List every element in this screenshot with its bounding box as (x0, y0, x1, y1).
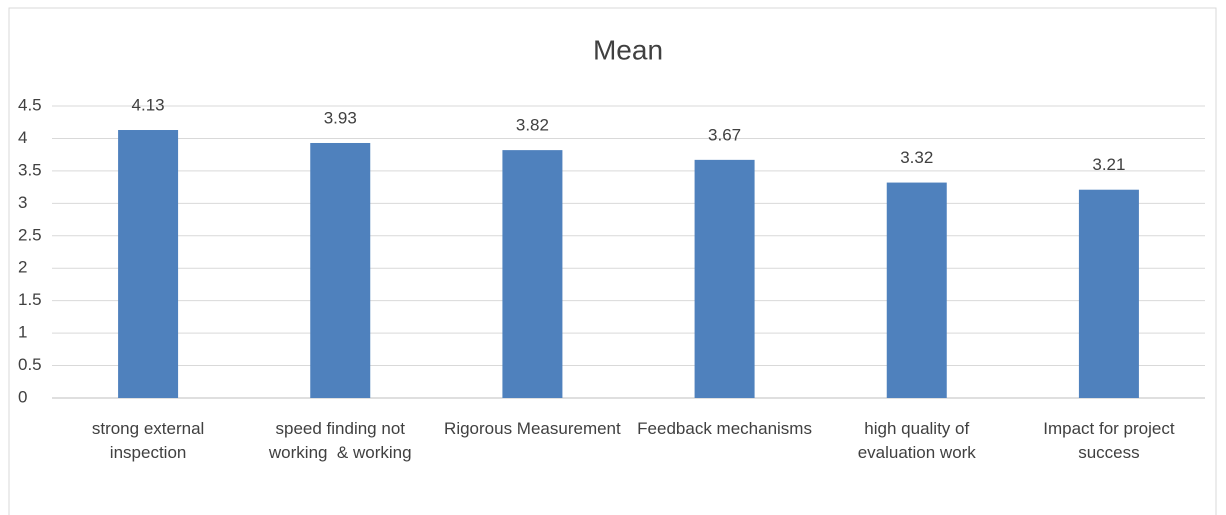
x-tick-label: Rigorous Measurement (444, 419, 621, 438)
bar (694, 159, 755, 398)
data-label: 3.67 (708, 125, 741, 144)
y-tick-label: 0.5 (18, 355, 42, 374)
x-tick-label: speed finding not working & working (268, 419, 412, 462)
y-tick-label: 2 (18, 258, 27, 277)
x-tick-label: high quality of evaluation work (857, 419, 976, 462)
y-tick-label: 3 (18, 193, 27, 212)
bar (1078, 189, 1139, 398)
y-tick-label: 1.5 (18, 290, 42, 309)
bar (310, 142, 371, 398)
data-label: 4.13 (132, 95, 165, 114)
y-tick-label: 0 (18, 387, 27, 406)
y-tick-label: 4 (18, 128, 27, 147)
data-label: 3.32 (900, 148, 933, 167)
chart-border (8, 7, 1217, 515)
bar (118, 130, 179, 398)
x-tick-label: Impact for project success (1043, 419, 1180, 462)
chart-title: Mean (593, 34, 663, 65)
data-label: 3.82 (516, 116, 549, 135)
y-tick-label: 3.5 (18, 160, 42, 179)
data-label: 3.21 (1092, 155, 1125, 174)
bar (886, 182, 947, 398)
y-tick-label: 2.5 (18, 225, 42, 244)
x-tick-label: strong external inspection (91, 419, 210, 462)
y-tick-label: 4.5 (18, 95, 42, 114)
bar (502, 150, 563, 398)
data-label: 3.93 (324, 108, 357, 127)
y-tick-label: 1 (18, 323, 27, 342)
x-tick-label: Feedback mechanisms (637, 419, 812, 438)
